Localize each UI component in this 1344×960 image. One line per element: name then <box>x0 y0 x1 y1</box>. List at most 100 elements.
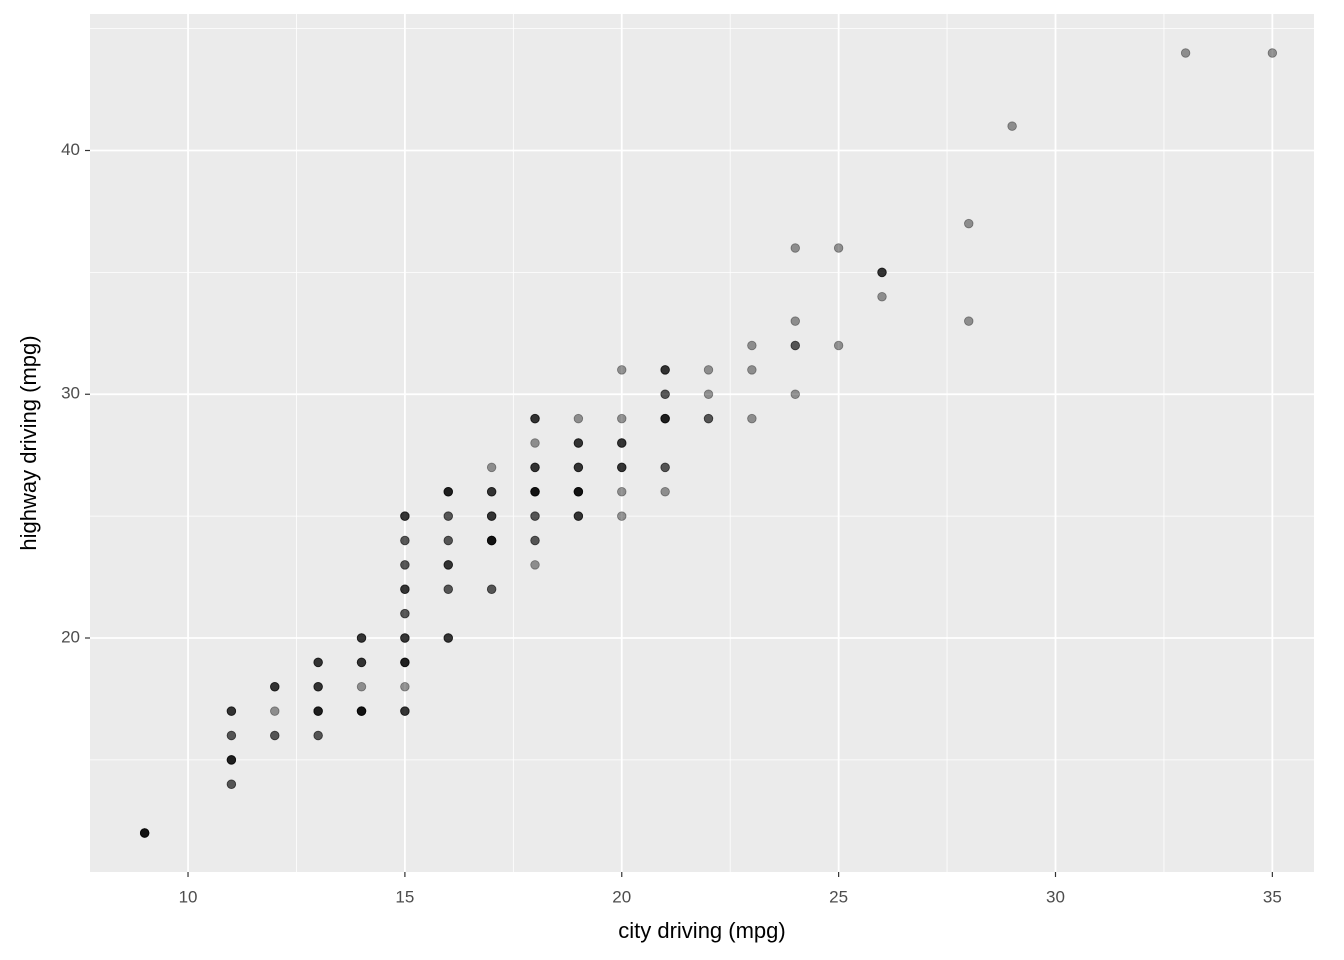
point <box>400 584 410 594</box>
point <box>356 633 367 643</box>
point <box>270 730 280 741</box>
point <box>747 340 757 351</box>
x-tick-label: 35 <box>1263 887 1282 906</box>
point <box>443 584 453 594</box>
point <box>833 243 844 253</box>
point <box>443 487 453 497</box>
point <box>313 706 323 716</box>
point <box>400 535 410 546</box>
point <box>226 755 237 765</box>
point <box>226 779 237 789</box>
point <box>877 267 887 278</box>
point <box>790 340 800 351</box>
point <box>270 682 280 692</box>
point <box>400 535 410 546</box>
point <box>530 462 540 473</box>
point <box>660 487 670 497</box>
point <box>400 633 410 643</box>
point <box>530 413 540 424</box>
point <box>660 365 670 375</box>
point <box>313 657 323 668</box>
point <box>443 633 453 643</box>
point <box>964 316 974 326</box>
point <box>356 706 367 716</box>
point <box>356 706 367 716</box>
point <box>573 511 584 521</box>
point <box>617 438 627 448</box>
point <box>400 511 410 521</box>
point <box>443 584 453 594</box>
point <box>356 657 367 668</box>
point <box>443 487 453 497</box>
point <box>703 413 714 424</box>
point <box>443 560 453 570</box>
point <box>617 438 627 448</box>
point <box>226 779 237 789</box>
point <box>573 438 584 448</box>
point <box>356 706 367 716</box>
point <box>486 511 497 521</box>
point <box>617 462 627 473</box>
point <box>400 682 410 692</box>
point <box>747 413 757 424</box>
y-tick-label: 40 <box>61 140 80 159</box>
point <box>573 511 584 521</box>
point <box>1267 48 1278 58</box>
point <box>486 511 497 521</box>
point <box>617 365 627 375</box>
point <box>530 487 540 497</box>
point <box>356 633 367 643</box>
point <box>400 657 410 668</box>
point <box>530 462 540 473</box>
point <box>356 657 367 668</box>
point <box>573 438 584 448</box>
point <box>400 657 410 668</box>
point <box>139 828 150 838</box>
point <box>400 560 410 570</box>
y-tick-label: 30 <box>61 384 80 403</box>
point <box>226 730 237 741</box>
point <box>270 706 280 716</box>
point <box>486 535 497 546</box>
x-tick-label: 15 <box>395 887 414 906</box>
point <box>833 340 844 351</box>
point <box>400 633 410 643</box>
point <box>573 438 584 448</box>
point <box>790 316 800 326</box>
point <box>226 755 237 765</box>
point <box>400 608 410 619</box>
point <box>313 730 323 741</box>
point <box>790 243 800 253</box>
point <box>139 828 150 838</box>
point <box>747 365 757 375</box>
point <box>573 462 584 473</box>
point <box>573 487 584 497</box>
point <box>443 633 453 643</box>
point <box>400 706 410 716</box>
point <box>617 413 627 424</box>
point <box>443 560 453 570</box>
point <box>356 682 367 692</box>
point <box>877 267 887 278</box>
point <box>400 608 410 619</box>
point <box>573 462 584 473</box>
point <box>486 487 497 497</box>
point <box>226 730 237 741</box>
point <box>573 487 584 497</box>
point <box>877 292 887 302</box>
point <box>139 828 150 838</box>
y-tick-label: 20 <box>61 627 80 646</box>
point <box>313 706 323 716</box>
x-axis-title: city driving (mpg) <box>618 918 785 943</box>
point <box>400 584 410 594</box>
point <box>356 657 367 668</box>
point <box>486 487 497 497</box>
point <box>313 706 323 716</box>
point <box>400 511 410 521</box>
point <box>400 584 410 594</box>
point <box>530 462 540 473</box>
point <box>1007 121 1017 131</box>
point <box>443 511 453 521</box>
point <box>530 438 540 448</box>
x-tick-label: 25 <box>829 887 848 906</box>
